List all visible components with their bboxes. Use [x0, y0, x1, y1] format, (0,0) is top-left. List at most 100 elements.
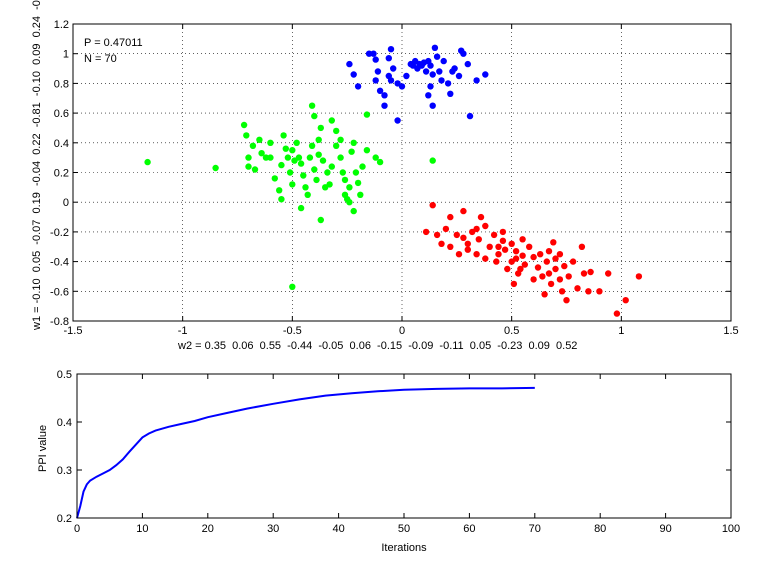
scatter-xtick-label: 0 [399, 325, 405, 337]
green-point [319, 157, 327, 164]
green-point [249, 142, 257, 149]
red-point [585, 288, 592, 295]
scatter-xlabel: w2 = 0.35 0.06 0.55 -0.44 -0.05 0.06 -0.… [177, 340, 577, 352]
blue-point [370, 50, 377, 57]
green-point [429, 157, 436, 164]
green-point [308, 142, 316, 149]
green-point [333, 127, 340, 135]
line-xlabel: Iterations [381, 542, 427, 554]
red-point [475, 236, 482, 243]
red-point [530, 253, 537, 261]
blue-point [440, 57, 447, 65]
line-ytick-label: 0.5 [57, 369, 72, 381]
green-point [352, 169, 360, 176]
green-point [317, 124, 324, 132]
line-xtick-label: 70 [529, 523, 541, 535]
green-point [326, 181, 333, 188]
red-point [438, 240, 445, 247]
red-point [477, 213, 485, 221]
blue-point [390, 65, 397, 72]
blue-point [473, 77, 480, 84]
green-point [315, 151, 322, 158]
green-point [324, 169, 331, 176]
blue-point [346, 60, 353, 68]
scatter-xtick-label: -0.5 [283, 325, 302, 337]
green-point [144, 158, 151, 166]
green-point [284, 154, 292, 161]
red-point [517, 265, 524, 273]
scatter-ytick-label: 0 [63, 197, 69, 209]
blue-point [436, 68, 443, 75]
red-point [473, 251, 480, 258]
red-point [495, 251, 502, 258]
blue-point [376, 87, 384, 95]
blue-point [350, 71, 357, 78]
annotation-n: N = 70 [84, 53, 117, 65]
red-point [537, 251, 544, 258]
scatter-ytick-label: 0.8 [54, 78, 69, 90]
blue-point [460, 50, 467, 57]
line-xtick-label: 30 [267, 523, 279, 535]
red-point [578, 243, 586, 250]
red-point [552, 265, 559, 273]
line-xtick-label: 80 [594, 523, 606, 535]
green-point [311, 112, 318, 120]
scatter-axes: -1.5 -1 -0.5 0 0.5 1 1.5 -0.8 -0.6 -0.4 -0.2 0 0.2 0.… [31, 0, 739, 352]
blue-point [466, 112, 474, 120]
green-point [258, 150, 265, 157]
red-point [473, 225, 480, 233]
green-point [256, 136, 263, 143]
red-point [495, 243, 502, 250]
blue-point [372, 56, 379, 63]
scatter-grid [73, 24, 731, 321]
green-point [306, 154, 314, 161]
green-point [289, 181, 296, 188]
line-xtick-label: 90 [659, 523, 671, 535]
red-point [510, 280, 518, 288]
red-point [541, 291, 548, 298]
green-point [245, 154, 252, 161]
green-point [363, 147, 371, 154]
green-point [295, 154, 303, 161]
red-point [561, 262, 568, 270]
green-point [317, 216, 324, 224]
green-point [297, 160, 305, 167]
blue-point [372, 77, 379, 84]
red-point [422, 228, 430, 236]
red-point [447, 243, 454, 250]
blue-point [387, 46, 395, 53]
green-point [311, 166, 318, 173]
blue-point [422, 68, 430, 75]
scatter-ytick-label: 1 [63, 49, 69, 61]
blue-point [464, 60, 471, 68]
green-point [357, 191, 364, 198]
red-point [482, 222, 489, 230]
red-point [460, 234, 467, 241]
red-point [587, 268, 594, 276]
red-point [526, 243, 533, 250]
red-point [429, 202, 436, 209]
scatter-ytick-label: -0.6 [50, 286, 69, 298]
line-ytick-label: 0.3 [57, 465, 72, 477]
scatter-ticks: -1.5 -1 -0.5 0 0.5 1 1.5 -0.8 -0.6 -0.4 -0.2 0 0.2 0.… [50, 19, 739, 337]
green-point [286, 169, 294, 176]
blue-point [433, 53, 441, 60]
line-axes-box [76, 373, 732, 519]
red-point [558, 288, 566, 295]
green-point [308, 102, 316, 109]
green-point [372, 154, 379, 161]
line-xtick-label: 60 [463, 523, 475, 535]
blue-point [394, 117, 401, 124]
green-point [267, 139, 274, 146]
line-axes: 0 10 20 30 40 50 60 70 80 90 100 0.2 0.3 0.4 0.5 Itera… [37, 369, 740, 554]
scatter-xtick-label: 1 [618, 325, 624, 337]
blue-point [409, 62, 417, 69]
red-point [550, 239, 557, 246]
red-point [521, 261, 528, 268]
green-point [278, 161, 285, 169]
green-point [271, 175, 278, 182]
scatter-ytick-label: -0.4 [50, 257, 69, 269]
scatter-ytick-label: 0.4 [54, 138, 69, 150]
green-point [341, 191, 349, 198]
red-point [596, 288, 603, 295]
